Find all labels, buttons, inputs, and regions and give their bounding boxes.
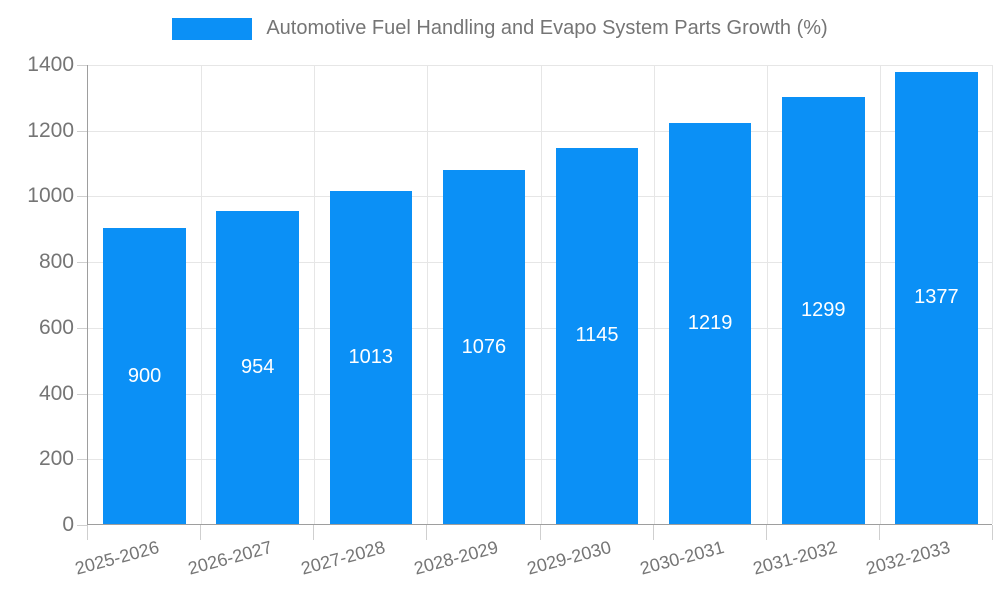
h-gridline [88,130,992,132]
bar-value-label: 1377 [914,286,959,309]
legend-title: Automotive Fuel Handling and Evapo Syste… [266,17,828,39]
bar-value-label: 900 [127,364,162,387]
y-tick-label: 0 [62,513,74,536]
y-axis-tick [77,65,87,66]
y-tick-label: 1000 [27,184,74,208]
y-tick-label: 800 [38,250,74,274]
y-axis-tick [77,130,87,132]
x-axis-tick [313,525,315,540]
x-axis-tick [539,525,541,540]
y-axis-tick [77,196,87,198]
x-axis-tick [87,525,88,540]
x-axis-tick [765,525,767,540]
legend-swatch [172,17,253,40]
h-gridline [88,262,992,264]
bar[interactable]: 900 [103,228,186,524]
bar-value-label: 1076 [461,335,507,358]
y-tick-label: 1200 [27,118,74,142]
v-gridline [766,65,768,524]
y-tick-label: 600 [38,315,74,339]
h-gridline [88,459,992,461]
bar[interactable]: 1145 [555,147,639,524]
bar[interactable]: 1013 [329,191,413,524]
plot-area: 900 954 1013 1076 1145 1219 1299 1377 [87,65,993,525]
chart-legend[interactable]: Automotive Fuel Handling and Evapo Syste… [0,17,1000,40]
bar-value-label: 1145 [575,324,619,347]
y-axis-tick [77,525,87,526]
bar-value-label: 954 [240,355,275,378]
v-gridline [879,65,881,524]
y-axis-tick [77,262,87,264]
v-gridline [991,65,993,524]
h-gridline [88,393,992,395]
y-tick-label: 200 [38,447,74,471]
bar-value-label: 1219 [687,312,733,335]
bar-value-label: 1299 [801,299,846,322]
y-axis-tick [77,459,87,461]
v-gridline [427,65,429,524]
bar[interactable]: 1076 [442,170,526,524]
x-axis-tick [652,525,654,540]
x-axis-tick [426,525,428,540]
y-tick-label: 1400 [27,53,74,76]
x-axis-tick [200,525,202,540]
v-gridline [653,65,655,524]
y-tick-label: 400 [38,381,74,405]
bar[interactable]: 1219 [668,123,752,524]
bar[interactable]: 954 [216,210,299,524]
v-gridline [540,65,542,524]
h-gridline [88,327,992,329]
v-gridline [201,65,203,524]
h-gridline [88,196,992,198]
bar[interactable]: 1377 [895,71,978,524]
y-axis-tick [77,327,87,329]
bar-value-label: 1013 [348,346,394,369]
bar[interactable]: 1299 [782,97,865,524]
y-axis-tick [77,393,87,395]
h-gridline [88,65,992,66]
v-gridline [314,65,316,524]
x-axis-tick [878,525,880,540]
x-axis-tick [992,525,993,540]
